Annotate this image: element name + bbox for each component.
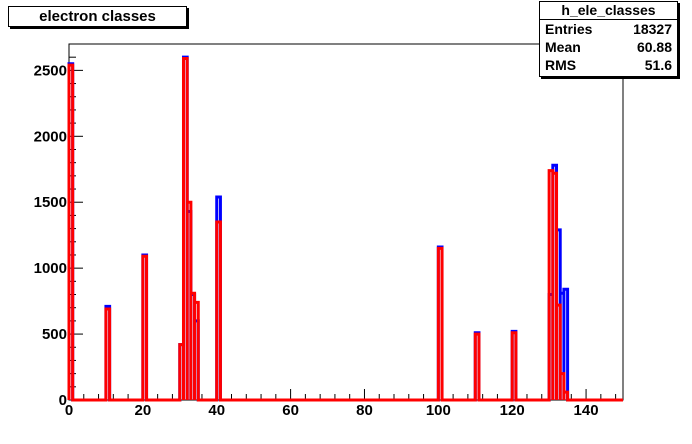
histogram-title-box: electron classes	[8, 6, 187, 27]
y-tick-label: 1000	[34, 260, 67, 277]
stats-entries-value: 18327	[633, 21, 672, 37]
y-tick-label: 1500	[34, 194, 67, 211]
x-tick-label: 60	[282, 402, 299, 419]
x-tick-label: 40	[208, 402, 225, 419]
x-tick-label: 80	[356, 402, 373, 419]
stats-row-entries: Entries 18327	[540, 20, 677, 38]
y-tick-label: 2500	[34, 62, 67, 79]
stats-mean-label: Mean	[545, 39, 581, 55]
x-tick-label: 0	[65, 402, 73, 419]
x-tick-label: 100	[426, 402, 451, 419]
y-tick-label: 0	[59, 392, 67, 409]
plot-frame	[68, 43, 624, 401]
x-tick-label: 20	[135, 402, 152, 419]
stats-rms-value: 51.6	[644, 57, 672, 73]
stats-box: h_ele_classes Entries 18327 Mean 60.88 R…	[539, 1, 678, 77]
x-tick-label: 140	[574, 402, 599, 419]
histogram-series-1-line	[67, 55, 623, 402]
y-tick-label: 500	[42, 326, 67, 343]
y-tick-label: 2000	[34, 128, 67, 145]
stats-mean-value: 60.88	[636, 39, 672, 55]
histogram-title: electron classes	[39, 8, 156, 25]
stats-row-mean: Mean 60.88	[540, 38, 677, 56]
x-tick-label: 120	[500, 402, 525, 419]
stats-rms-label: RMS	[545, 57, 577, 73]
stats-entries-label: Entries	[545, 21, 593, 37]
stats-row-rms: RMS 51.6	[540, 56, 677, 74]
stats-histogram-name: h_ele_classes	[540, 2, 677, 20]
histogram-series-2-line	[67, 57, 623, 402]
